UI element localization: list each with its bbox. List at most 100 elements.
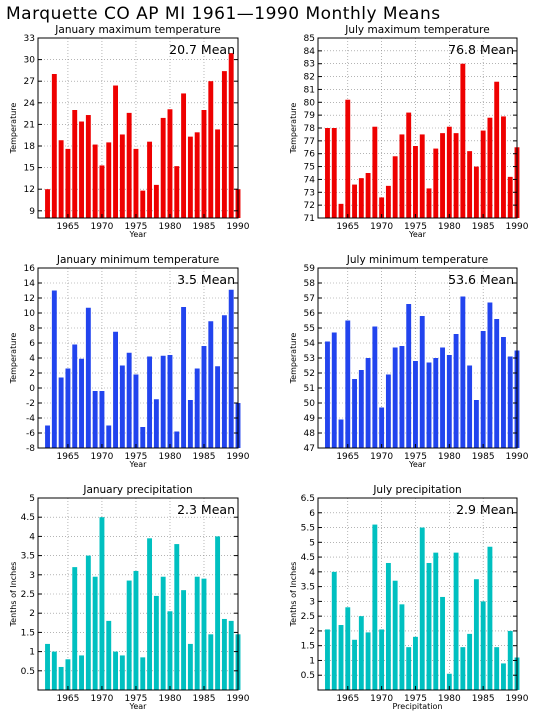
- bar: [72, 344, 78, 448]
- x-tick-label: 1965: [336, 452, 359, 462]
- bar: [79, 358, 84, 448]
- bar: [92, 391, 98, 448]
- x-tick-label: 1975: [404, 452, 427, 462]
- x-tick-label: 1965: [56, 452, 79, 462]
- y-axis-label: Tenths of Inches: [9, 562, 18, 628]
- bar: [106, 425, 112, 448]
- bar: [365, 358, 371, 448]
- bar: [331, 571, 337, 690]
- chart-title: July precipitation: [372, 484, 461, 496]
- bar: [372, 126, 378, 218]
- bar: [45, 643, 50, 690]
- y-tick-label: 50: [304, 399, 316, 409]
- bar: [72, 110, 78, 218]
- bar: [473, 166, 479, 218]
- y-tick-label: 6: [309, 509, 315, 519]
- bar: [433, 148, 439, 218]
- bar: [507, 630, 513, 690]
- bar: [160, 117, 166, 218]
- x-tick-label: 1970: [90, 694, 113, 704]
- y-tick-label: -8: [26, 444, 35, 454]
- bar: [399, 346, 405, 448]
- y-tick-label: 82: [304, 73, 315, 83]
- x-tick-label: 1985: [472, 694, 495, 704]
- x-tick-label: 1990: [227, 452, 250, 462]
- chart-panel-1: 9 12 15 18 21 24 27 30 33 1965 1970 1975 1980 1985 199…: [9, 24, 250, 239]
- bar: [153, 399, 159, 448]
- y-axis-label: Tenths of Inches: [289, 562, 298, 628]
- y-tick-label: 10: [24, 309, 36, 319]
- bar: [113, 651, 118, 690]
- bar: [426, 362, 432, 448]
- chart-title: January precipitation: [82, 484, 192, 496]
- x-tick-label: 1990: [506, 452, 529, 462]
- x-tick-label: 1970: [370, 694, 393, 704]
- y-tick-label: 2.5: [21, 590, 35, 600]
- y-tick-label: 54: [304, 339, 316, 349]
- chart-panel-5: 0.5 1 1.5 2 2.5 3 3.5 4 4.5 5 1965 1970 1975 1980 1985…: [9, 484, 250, 711]
- bar: [187, 136, 193, 218]
- bar: [379, 197, 385, 218]
- bar: [174, 544, 180, 690]
- bar: [426, 562, 432, 690]
- bar: [467, 151, 473, 218]
- x-axis-label: Year: [129, 702, 148, 711]
- y-tick-label: 1: [309, 656, 315, 666]
- y-tick-label: 0.5: [301, 671, 315, 681]
- y-tick-label: 78: [304, 124, 316, 134]
- bar: [467, 365, 473, 448]
- chart-panel-6: 0.5 1 1.5 2 2.5 3 3.5 4 4.5 5 5.5 6 6.5 1965 1970 1975 1…: [289, 484, 529, 711]
- x-tick-label: 1965: [56, 694, 79, 704]
- bar: [467, 633, 473, 690]
- y-tick-label: 3: [29, 571, 35, 581]
- bar: [358, 370, 364, 448]
- x-tick-label: 1975: [404, 694, 427, 704]
- y-tick-label: 59: [304, 264, 316, 274]
- bar: [440, 133, 445, 218]
- bar: [446, 673, 452, 690]
- mean-label: 20.7 Mean: [169, 42, 235, 57]
- bar: [385, 185, 391, 218]
- bar: [201, 346, 207, 448]
- bar: [65, 368, 71, 448]
- y-axis-label: Temperature: [9, 103, 18, 155]
- mean-label: 2.9 Mean: [456, 502, 514, 517]
- bar: [208, 321, 214, 448]
- bar: [507, 356, 513, 448]
- bar: [58, 666, 64, 690]
- y-tick-label: 18: [24, 142, 36, 152]
- chart-panel-3: -8 -6 -4 -2 0 2 4 6 8 10 12 14 16 1965 1970 1975 1980 198…: [9, 254, 250, 469]
- bar: [399, 604, 405, 690]
- y-tick-label: 57: [304, 294, 315, 304]
- bar: [194, 368, 200, 448]
- bar: [365, 632, 371, 690]
- bar: [85, 115, 91, 218]
- y-tick-label: 76: [304, 150, 316, 160]
- bar: [119, 655, 125, 690]
- bar: [45, 425, 50, 448]
- chart-panel-4: 47 48 49 50 51 52 53 54 55 56 57 58 59 1965 1970 1975 19…: [289, 254, 529, 469]
- y-tick-label: 79: [304, 111, 316, 121]
- bar: [379, 407, 385, 448]
- x-tick-label: 1985: [193, 452, 216, 462]
- y-tick-label: 4.5: [21, 513, 35, 523]
- bar: [113, 85, 118, 219]
- bar: [194, 576, 200, 690]
- bar: [92, 144, 98, 218]
- y-tick-label: 49: [304, 414, 316, 424]
- bar: [85, 307, 91, 448]
- bar: [113, 331, 118, 448]
- bar: [406, 647, 412, 690]
- y-tick-label: 58: [304, 279, 316, 289]
- y-tick-label: -2: [26, 399, 35, 409]
- bar: [160, 576, 166, 690]
- y-tick-label: 48: [304, 429, 316, 439]
- y-tick-label: 2: [29, 369, 35, 379]
- y-tick-label: 72: [304, 201, 315, 211]
- y-axis-label: Temperature: [9, 333, 18, 385]
- y-tick-label: 27: [24, 77, 35, 87]
- bar: [201, 578, 207, 690]
- mean-label: 3.5 Mean: [177, 272, 235, 287]
- y-tick-label: 74: [304, 175, 316, 185]
- y-tick-label: 75: [304, 163, 315, 173]
